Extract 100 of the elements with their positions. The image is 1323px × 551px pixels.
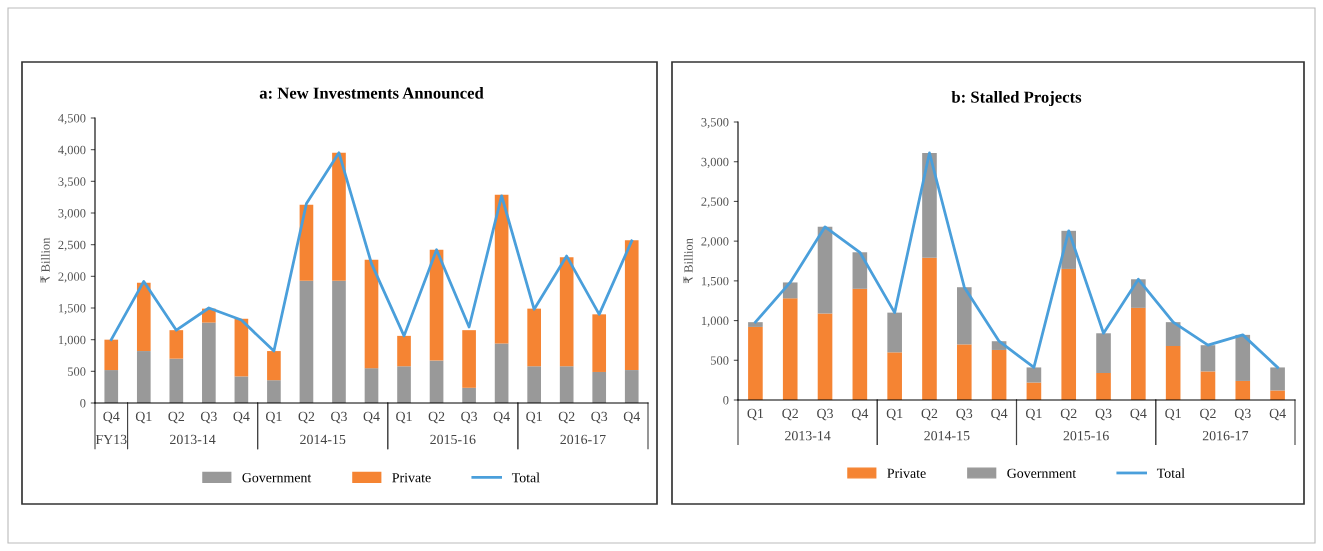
bar xyxy=(852,288,868,400)
y-tick-label: 0 xyxy=(723,396,729,405)
x-tick-label: Q1 xyxy=(135,411,152,424)
text: 2016-17 xyxy=(560,434,606,445)
bar xyxy=(1026,367,1042,383)
x-tick-label: Q2 xyxy=(428,411,445,424)
x-tick-label: Q3 xyxy=(461,411,478,424)
bar xyxy=(299,280,314,403)
bar xyxy=(397,366,411,403)
bar xyxy=(1061,268,1077,400)
bar xyxy=(267,351,281,381)
bar xyxy=(136,282,151,352)
bar xyxy=(104,370,119,403)
bar xyxy=(234,318,249,377)
x-tick-label: Q1 xyxy=(266,411,282,424)
bar xyxy=(991,349,1007,400)
y-tick-label: 3,000 xyxy=(58,209,86,220)
x-tick-label: Q3 xyxy=(1095,408,1112,421)
bar xyxy=(782,298,798,400)
bar xyxy=(527,366,541,403)
y-axis-title: ₹ Billion xyxy=(40,237,50,283)
bar xyxy=(1165,322,1181,346)
text: 2015-16 xyxy=(1063,430,1109,441)
legend-label: Total xyxy=(1156,468,1185,478)
x-tick-label: Q4 xyxy=(233,411,250,424)
y-axis-title: ₹ Billion xyxy=(683,238,693,284)
x-tick-label: Q4 xyxy=(493,411,510,424)
x-tick-label: Q1 xyxy=(526,411,542,424)
y-tick-label: 0 xyxy=(80,399,86,408)
x-tick-label: Q2 xyxy=(558,411,575,424)
legend-label: Private xyxy=(392,473,431,483)
bar xyxy=(462,330,476,388)
bar xyxy=(169,358,184,403)
bar xyxy=(104,339,119,371)
x-tick-label: Q4 xyxy=(363,411,380,424)
x-tick-label: Q4 xyxy=(623,411,641,424)
x-tick-label: Q3 xyxy=(591,411,608,424)
text: 2013-14 xyxy=(785,430,831,441)
bar xyxy=(956,344,972,400)
bar xyxy=(592,371,607,403)
legend-label: Private xyxy=(887,468,926,478)
y-tick-label: 2,000 xyxy=(58,272,86,283)
bar xyxy=(136,351,151,403)
x-tick-label: Q3 xyxy=(817,408,833,421)
line-series xyxy=(754,151,1279,369)
line-series xyxy=(109,151,634,353)
chart-title: b: Stalled Projects xyxy=(951,90,1082,107)
bar xyxy=(748,322,763,327)
bar xyxy=(332,280,346,403)
x-tick-label: Q2 xyxy=(782,408,798,421)
bar xyxy=(1131,307,1146,400)
x-tick-label: Q1 xyxy=(747,408,764,421)
bar xyxy=(592,314,607,372)
bar xyxy=(364,368,379,403)
bar xyxy=(1200,371,1216,400)
bar xyxy=(364,259,379,369)
bar xyxy=(1270,390,1285,400)
bar xyxy=(956,287,972,345)
bar xyxy=(817,226,833,314)
y-tick-label: 3,500 xyxy=(701,118,729,129)
text: 2014-15 xyxy=(924,430,970,441)
x-tick-label: Q1 xyxy=(1165,408,1181,421)
text: 2015-16 xyxy=(430,434,476,445)
x-tick-label: Q1 xyxy=(396,411,412,424)
bar xyxy=(1096,372,1111,400)
legend-label: Government xyxy=(242,473,312,483)
y-tick-label: 1,500 xyxy=(701,276,729,288)
x-tick-label: Q3 xyxy=(1234,408,1251,421)
text: 2013-14 xyxy=(170,434,216,445)
bar xyxy=(559,366,574,403)
x-tick-label: Q2 xyxy=(168,411,185,424)
y-tick-label: 2,000 xyxy=(701,237,729,248)
text: 2016-17 xyxy=(1202,430,1249,441)
text: 2014-15 xyxy=(300,434,346,445)
y-tick-label: 2,500 xyxy=(701,197,729,208)
x-tick-label: Q2 xyxy=(1060,408,1077,421)
x-tick-label: Q4 xyxy=(1269,408,1286,421)
x-tick-label: Q2 xyxy=(1200,408,1216,421)
x-tick-label: Q4 xyxy=(991,408,1008,421)
x-tick-label: Q1 xyxy=(886,408,903,421)
y-tick-label: 500 xyxy=(710,356,729,365)
bar xyxy=(624,370,639,403)
chart-title: a: New Investments Announced xyxy=(259,86,484,99)
bar xyxy=(494,343,509,403)
bar xyxy=(202,322,216,403)
y-tick-label: 1,000 xyxy=(58,335,86,346)
bar xyxy=(267,380,281,403)
y-tick-label: 4,500 xyxy=(58,114,86,125)
bar xyxy=(887,312,902,353)
y-tick-label: 1,000 xyxy=(701,316,729,327)
x-tick-label: Q4 xyxy=(1130,408,1147,421)
x-tick-label: Q2 xyxy=(921,408,938,421)
x-tick-label: Q3 xyxy=(331,411,347,424)
bar xyxy=(1270,367,1285,391)
y-tick-label: 3,000 xyxy=(701,157,729,168)
legend-label: Total xyxy=(511,472,540,483)
bar xyxy=(887,352,902,400)
y-tick-label: 4,000 xyxy=(58,145,86,156)
y-tick-label: 3,500 xyxy=(58,177,86,188)
legend-label: Government xyxy=(1007,468,1077,478)
